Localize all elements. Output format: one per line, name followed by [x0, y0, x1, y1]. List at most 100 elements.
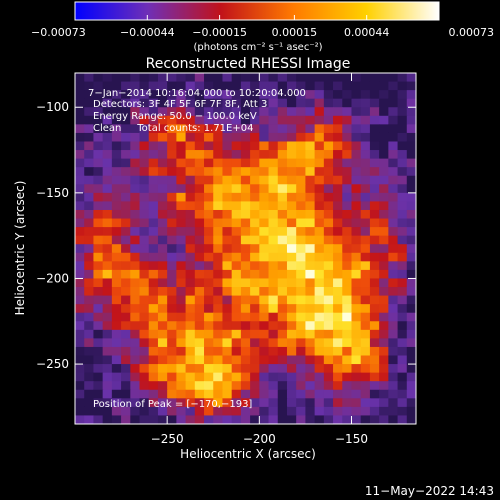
- heatmap-cell: [296, 304, 307, 314]
- heatmap-cell: [314, 415, 325, 424]
- heatmap-cell: [204, 261, 214, 271]
- heatmap-cell: [250, 192, 260, 203]
- heatmap-cell: [194, 355, 205, 365]
- heatmap-cell: [397, 115, 408, 125]
- heatmap-cell: [204, 338, 214, 348]
- heatmap-cell: [157, 304, 168, 314]
- heatmap-cell: [388, 201, 399, 211]
- heatmap-cell: [75, 141, 85, 151]
- heatmap-cell: [268, 235, 279, 245]
- heatmap-cell: [222, 321, 233, 331]
- heatmap-cell: [342, 252, 353, 262]
- heatmap-cell: [406, 381, 416, 391]
- heatmap-cell: [240, 252, 251, 262]
- heatmap-cell: [388, 295, 399, 305]
- heatmap-cell: [397, 124, 408, 134]
- heatmap-cell: [305, 329, 316, 339]
- heatmap-cell: [296, 381, 307, 391]
- heatmap-cell: [111, 252, 122, 262]
- heatmap-cell: [342, 295, 353, 305]
- heatmap-cell: [130, 278, 141, 288]
- heatmap-cell: [369, 107, 380, 117]
- heatmap-cell: [314, 269, 325, 280]
- heatmap-cell: [204, 287, 214, 297]
- heatmap-cell: [176, 355, 187, 365]
- heatmap-cell: [268, 398, 279, 408]
- heatmap-cell: [323, 90, 334, 100]
- heatmap-cell: [121, 244, 131, 254]
- heatmap-cell: [360, 244, 371, 254]
- heatmap-cell: [84, 261, 95, 271]
- heatmap-cell: [167, 209, 177, 220]
- heatmap-cell: [250, 150, 260, 160]
- heatmap-cell: [369, 209, 380, 220]
- heatmap-cell: [204, 124, 214, 134]
- heatmap-cell: [111, 415, 122, 424]
- heatmap-cell: [250, 227, 260, 237]
- x-tick-label: −200: [243, 432, 276, 446]
- heatmap-cell: [360, 287, 371, 297]
- heatmap-cell: [231, 398, 242, 408]
- heatmap-cell: [130, 107, 141, 117]
- heatmap-cell: [240, 269, 251, 280]
- heatmap-cell: [102, 201, 113, 211]
- heatmap-cell: [121, 141, 131, 151]
- heatmap-cell: [305, 269, 316, 280]
- heatmap-cell: [130, 389, 141, 399]
- heatmap-cell: [314, 364, 325, 374]
- heatmap-cell: [148, 141, 159, 151]
- heatmap-cell: [250, 209, 260, 220]
- heatmap-cell: [204, 201, 214, 211]
- heatmap-cell: [111, 389, 122, 399]
- heatmap-cell: [102, 398, 113, 408]
- heatmap-cell: [351, 98, 362, 108]
- heatmap-cell: [204, 269, 214, 280]
- heatmap-cell: [185, 158, 196, 168]
- heatmap-cell: [360, 227, 371, 237]
- heatmap-cell: [333, 415, 343, 424]
- heatmap-cell: [333, 406, 343, 417]
- heatmap-cell: [259, 329, 270, 339]
- heatmap-cell: [388, 132, 399, 143]
- heatmap-cell: [93, 150, 104, 160]
- heatmap-cell: [139, 321, 150, 331]
- heatmap-cell: [222, 338, 233, 348]
- heatmap-cell: [388, 321, 399, 331]
- heatmap-cell: [406, 244, 416, 254]
- heatmap-cell: [75, 287, 85, 297]
- heatmap-cell: [259, 98, 270, 108]
- x-axis-label: Heliocentric X (arcsec): [180, 447, 316, 461]
- heatmap-cell: [314, 321, 325, 331]
- heatmap-cell: [397, 338, 408, 348]
- heatmap-cell: [379, 158, 389, 168]
- heatmap-cell: [388, 175, 399, 185]
- heatmap-cell: [157, 278, 168, 288]
- heatmap-cell: [185, 218, 196, 228]
- heatmap-cell: [277, 329, 288, 339]
- heatmap-cell: [314, 398, 325, 408]
- heatmap-cell: [250, 269, 260, 280]
- heatmap-cell: [351, 252, 362, 262]
- heatmap-cell: [323, 218, 334, 228]
- heatmap-cell: [102, 338, 113, 348]
- heatmap-cell: [121, 150, 131, 160]
- heatmap-cell: [84, 192, 95, 203]
- heatmap-cell: [305, 235, 316, 245]
- heatmap-cell: [250, 355, 260, 365]
- heatmap-cell: [277, 132, 288, 143]
- heatmap-cell: [360, 192, 371, 203]
- heatmap-cell: [305, 184, 316, 194]
- heatmap-cell: [102, 150, 113, 160]
- heatmap-cell: [102, 132, 113, 143]
- heatmap-cell: [231, 158, 242, 168]
- heatmap-cell: [130, 295, 141, 305]
- heatmap-cell: [333, 132, 343, 143]
- heatmap-cell: [351, 244, 362, 254]
- heatmap-cell: [305, 209, 316, 220]
- heatmap-cell: [259, 295, 270, 305]
- heatmap-cell: [222, 355, 233, 365]
- heatmap-cell: [194, 201, 205, 211]
- heatmap-cell: [157, 175, 168, 185]
- heatmap-cell: [176, 329, 187, 339]
- heatmap-cell: [176, 372, 187, 382]
